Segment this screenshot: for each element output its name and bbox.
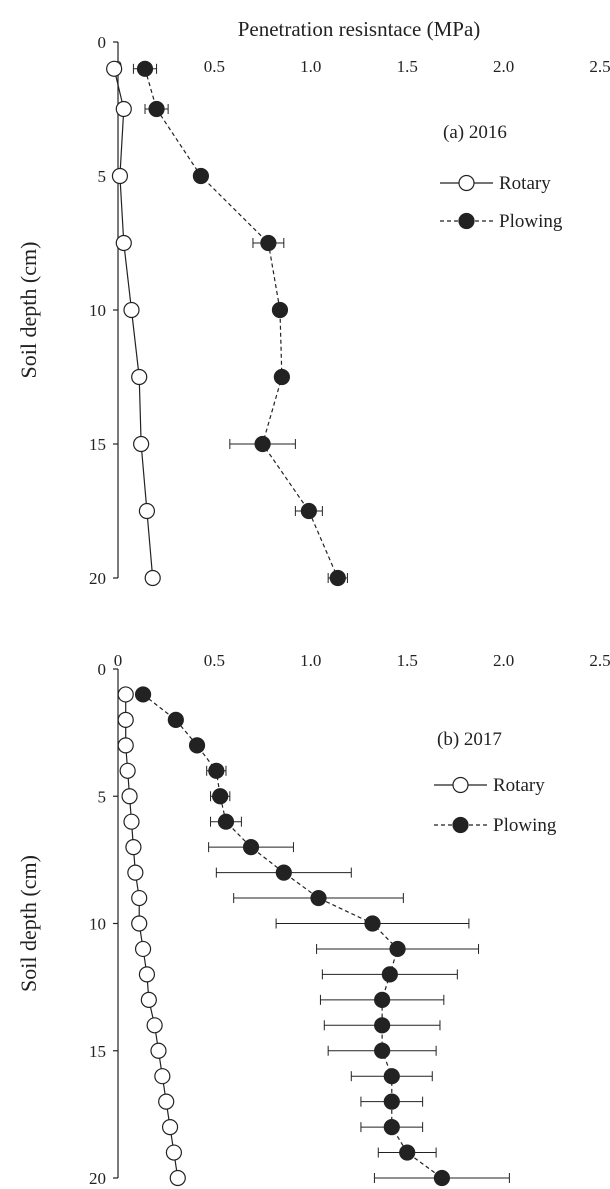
- data-point-plowing: [208, 762, 225, 779]
- data-point-plowing: [148, 100, 165, 118]
- legend-label-rotary: Rotary: [499, 173, 551, 194]
- legend-label-rotary: Rotary: [493, 775, 545, 796]
- data-point-plowing: [374, 1042, 391, 1059]
- data-point-plowing: [364, 915, 381, 932]
- x-tick-label: 2.5: [589, 651, 610, 670]
- data-point-rotary: [161, 1118, 179, 1136]
- x-tick-label: 2.5: [589, 57, 610, 76]
- data-point-rotary: [106, 60, 123, 77]
- legend-marker-rotary: [452, 776, 469, 794]
- data-point-rotary: [165, 1144, 183, 1161]
- data-point-plowing: [273, 368, 290, 386]
- legend-marker-plowing: [458, 212, 475, 230]
- data-point-plowing: [433, 1169, 451, 1187]
- y-tick-label: 5: [98, 167, 107, 186]
- data-point-rotary: [127, 864, 144, 881]
- x-tick-label: 2.0: [493, 57, 514, 76]
- y-axis-label: Soil depth (cm): [16, 242, 41, 379]
- data-point-plowing: [329, 569, 346, 587]
- x-tick-label: 0: [114, 651, 123, 670]
- series-line-rotary: [113, 68, 154, 579]
- data-point-plowing: [260, 234, 277, 252]
- y-tick-label: 20: [89, 569, 106, 588]
- data-point-rotary: [144, 569, 161, 587]
- data-point-plowing: [383, 1068, 400, 1085]
- chart-title: Penetration resisntace (MPa): [238, 17, 481, 41]
- legend-label-plowing: Plowing: [493, 815, 557, 836]
- y-tick-label: 15: [89, 435, 106, 454]
- data-point-rotary: [150, 1042, 167, 1059]
- data-point-rotary: [123, 301, 140, 319]
- data-point-rotary: [133, 435, 150, 453]
- data-point-plowing: [167, 711, 184, 729]
- data-point-plowing: [136, 60, 154, 77]
- legend-label-plowing: Plowing: [499, 211, 563, 232]
- y-tick-label: 20: [89, 1169, 106, 1188]
- data-point-rotary: [117, 711, 134, 729]
- data-point-plowing: [383, 1093, 400, 1110]
- x-tick-label: 1.5: [397, 651, 418, 670]
- data-point-rotary: [119, 762, 136, 779]
- data-point-rotary: [169, 1169, 186, 1187]
- series-line-plowing: [144, 68, 339, 579]
- y-tick-label: 5: [98, 787, 107, 806]
- y-tick-label: 0: [98, 33, 107, 52]
- x-tick-label: 0.5: [204, 651, 225, 670]
- y-tick-label: 10: [89, 301, 106, 320]
- data-point-rotary: [125, 839, 142, 856]
- legend-marker-plowing: [452, 816, 469, 834]
- panel-a-2016: Penetration resisntace (MPa) 0 0.5 1.0 1.5 2.…: [16, 17, 610, 588]
- data-point-rotary: [140, 991, 157, 1008]
- y-tick-label: 15: [89, 1042, 106, 1061]
- data-point-plowing: [383, 1118, 400, 1136]
- panel-annotation: (a) 2016: [443, 122, 507, 143]
- data-point-plowing: [271, 301, 289, 319]
- data-point-rotary: [121, 788, 138, 805]
- data-point-rotary: [115, 100, 132, 118]
- data-point-plowing: [389, 940, 406, 958]
- data-point-rotary: [123, 813, 140, 830]
- panel-b-2017: 0 0.5 1.0 1.5 2.0 2.5 0 5 10 15 20 Soil depth (cm) (…: [16, 651, 610, 1188]
- panel-annotation: (b) 2017: [437, 729, 502, 750]
- y-tick-label: 10: [89, 915, 106, 934]
- x-tick-label: 1.5: [397, 57, 418, 76]
- data-point-plowing: [275, 864, 292, 881]
- data-point-plowing: [217, 813, 235, 830]
- legend-marker-rotary: [458, 174, 475, 192]
- data-point-rotary: [131, 889, 148, 907]
- x-tick-label: 0.5: [204, 57, 225, 76]
- data-point-plowing: [300, 502, 317, 520]
- data-point-plowing: [254, 435, 271, 453]
- data-point-rotary: [158, 1093, 175, 1110]
- data-point-plowing: [192, 167, 210, 185]
- data-point-plowing: [310, 889, 327, 907]
- data-point-plowing: [212, 788, 229, 805]
- data-point-plowing: [242, 839, 260, 856]
- data-point-plowing: [374, 991, 391, 1008]
- data-point-rotary: [131, 368, 148, 386]
- data-point-plowing: [399, 1144, 416, 1161]
- data-point-plowing: [381, 966, 398, 983]
- data-point-rotary: [117, 686, 134, 703]
- data-point-rotary: [154, 1068, 171, 1085]
- data-point-rotary: [138, 502, 156, 520]
- y-axis-label: Soil depth (cm): [16, 855, 41, 992]
- data-point-rotary: [131, 915, 148, 932]
- x-tick-label: 2.0: [493, 651, 514, 670]
- x-tick-label: 1.0: [300, 651, 321, 670]
- data-point-rotary: [138, 966, 156, 983]
- data-point-rotary: [146, 1017, 163, 1034]
- data-point-plowing: [134, 686, 152, 703]
- y-tick-label: 0: [98, 660, 107, 679]
- data-point-plowing: [188, 737, 206, 754]
- data-point-rotary: [115, 234, 132, 252]
- data-point-rotary: [111, 167, 129, 185]
- x-tick-label: 1.0: [300, 57, 321, 76]
- data-point-plowing: [374, 1017, 391, 1034]
- data-point-rotary: [134, 940, 152, 958]
- data-point-rotary: [117, 737, 134, 754]
